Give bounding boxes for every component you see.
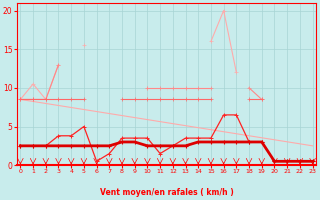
X-axis label: Vent moyen/en rafales ( km/h ): Vent moyen/en rafales ( km/h )	[100, 188, 233, 197]
